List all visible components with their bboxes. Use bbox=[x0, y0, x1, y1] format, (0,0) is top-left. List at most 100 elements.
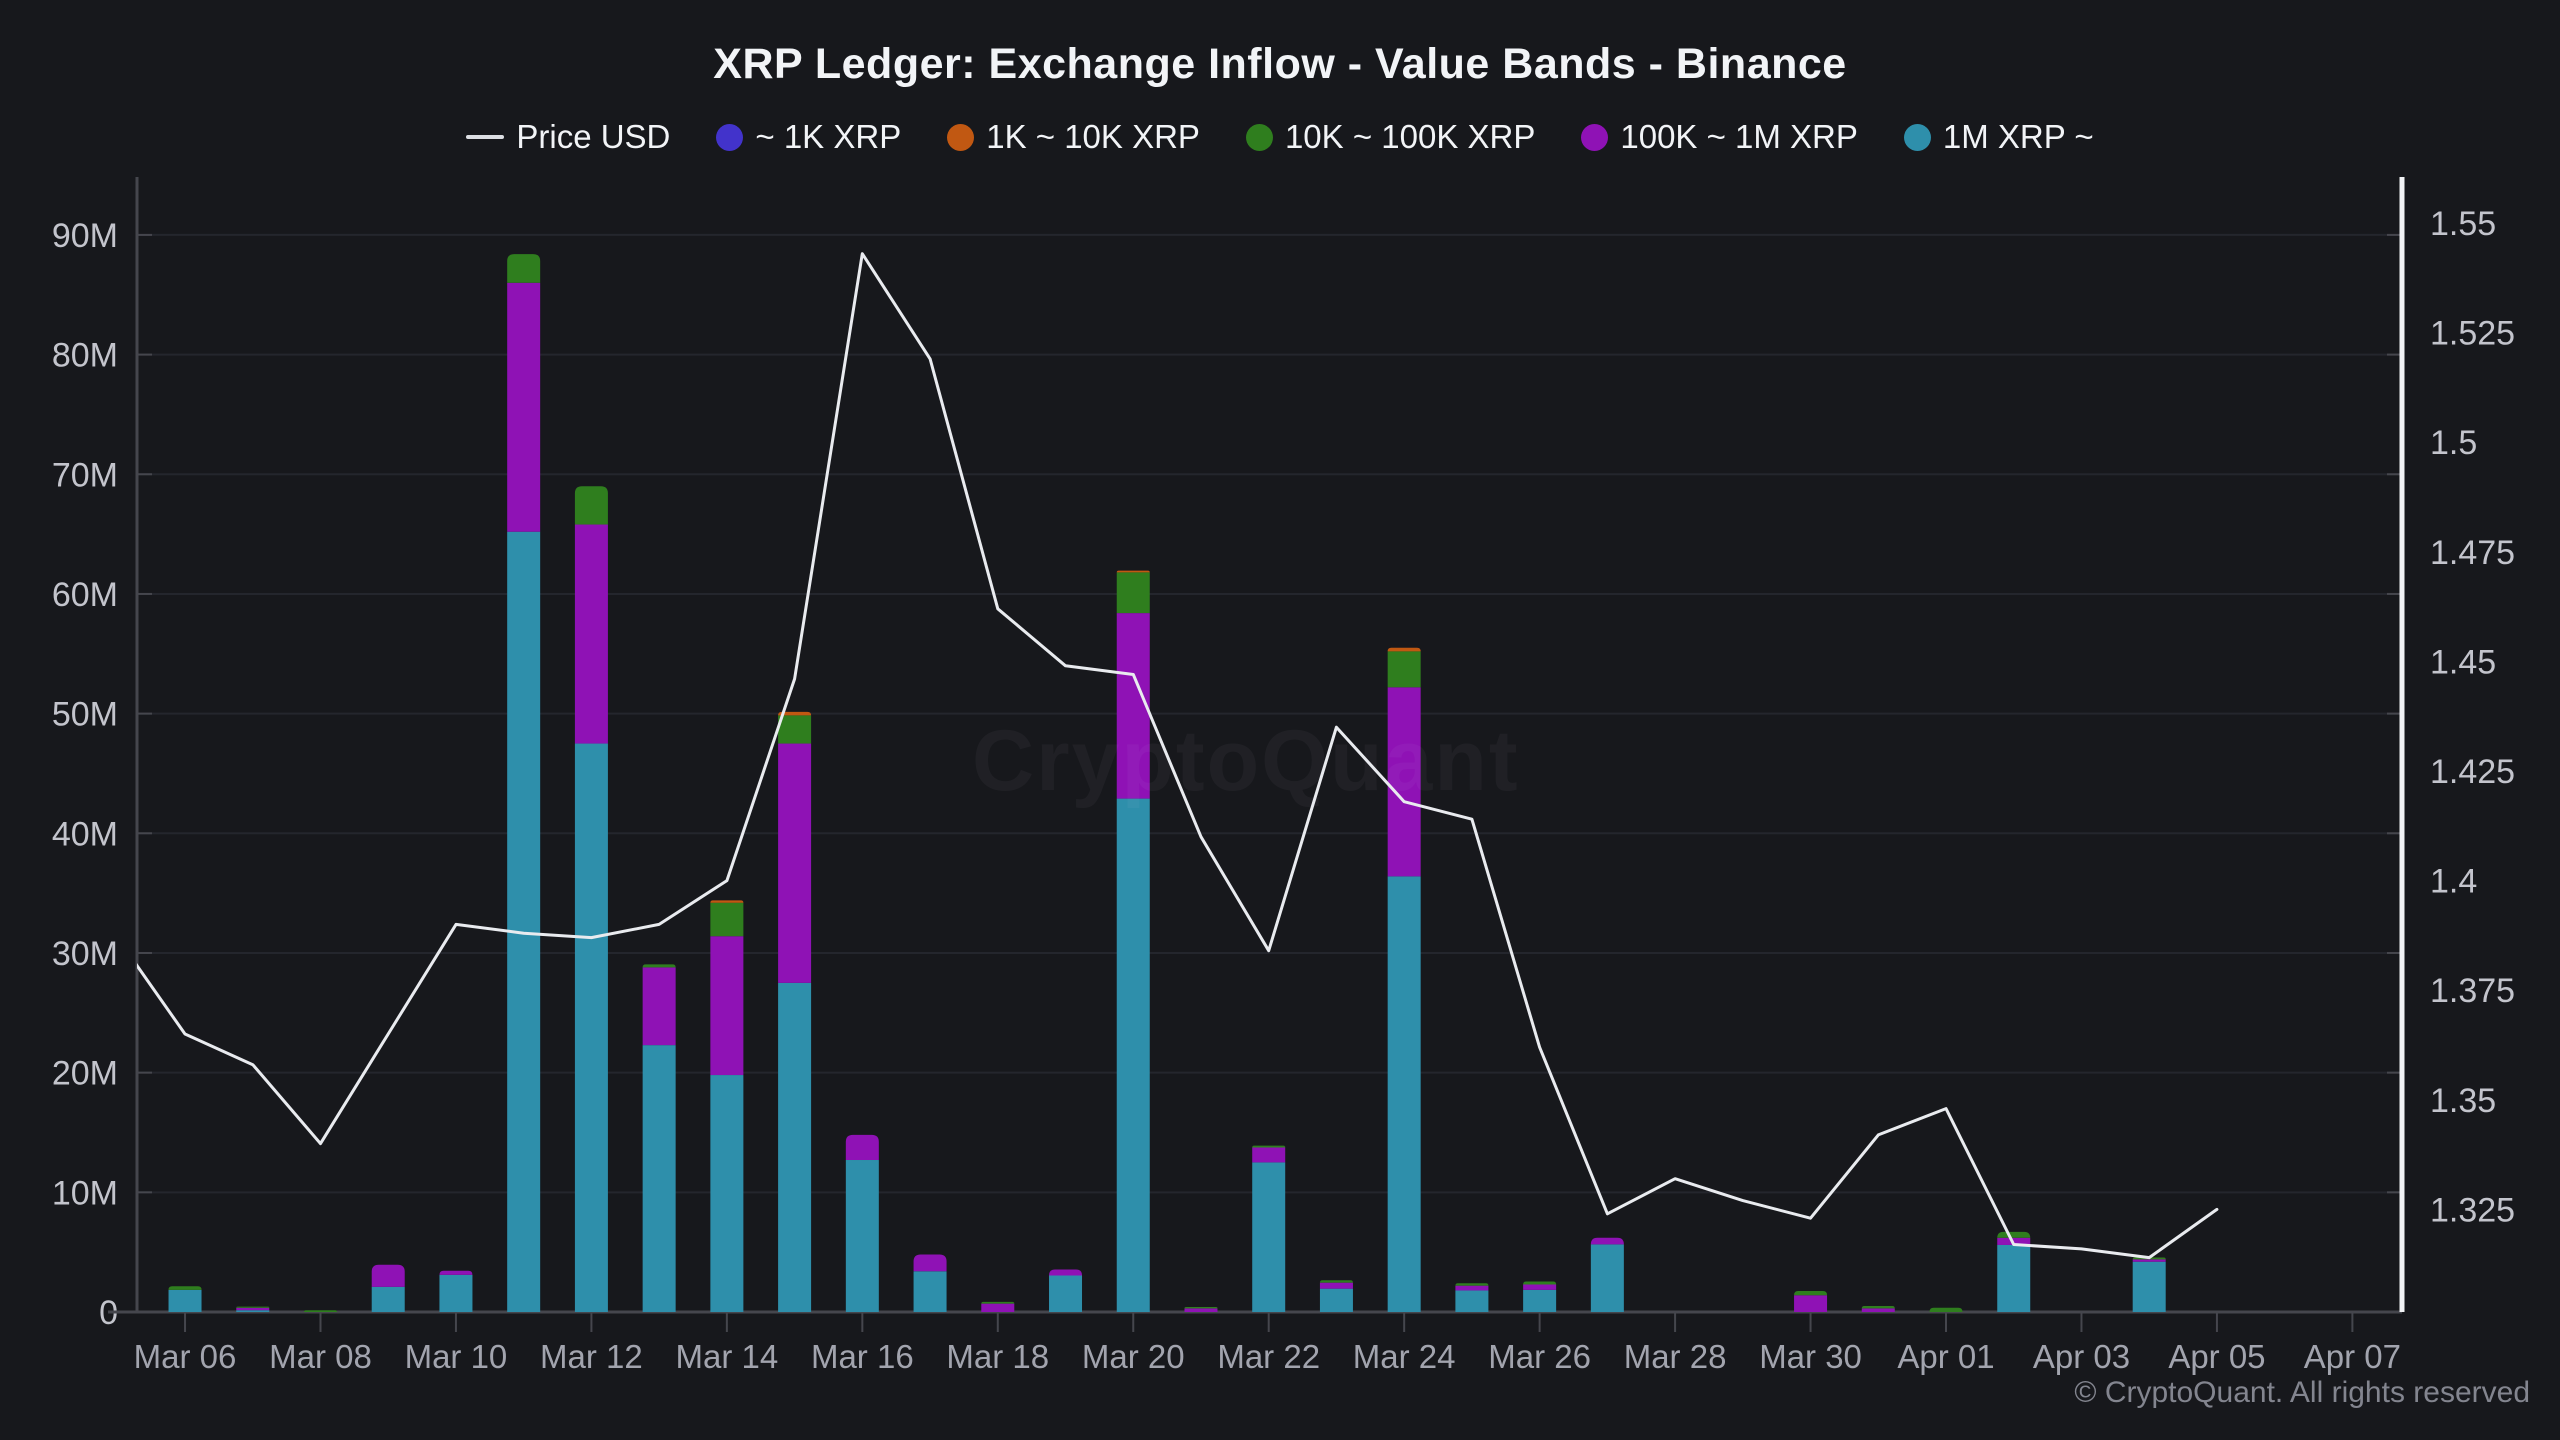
y-axis-label-left: 90M bbox=[52, 217, 118, 255]
legend-item-1k-xrp[interactable]: ~ 1K XRP bbox=[716, 118, 901, 156]
bar-segment[interactable] bbox=[236, 1306, 270, 1308]
y-axis-label-left: 30M bbox=[52, 935, 118, 973]
bar-segment[interactable] bbox=[1523, 1284, 1557, 1290]
bar-segment[interactable] bbox=[778, 743, 812, 983]
bar-segment[interactable] bbox=[710, 1075, 744, 1312]
y-axis-label-right: 1.425 bbox=[2430, 753, 2515, 791]
bar-segment[interactable] bbox=[981, 1301, 1015, 1304]
bar-segment[interactable] bbox=[236, 1307, 270, 1311]
bar-segment[interactable] bbox=[439, 1274, 473, 1312]
bar-segment[interactable] bbox=[1252, 1162, 1286, 1312]
bar-segment[interactable] bbox=[1184, 1308, 1218, 1312]
bar-segment[interactable] bbox=[913, 1271, 947, 1312]
bar-segment[interactable] bbox=[778, 711, 812, 716]
bar-segment[interactable] bbox=[371, 1264, 405, 1287]
bar-segment[interactable] bbox=[1387, 651, 1421, 688]
x-axis-label: Mar 20 bbox=[1082, 1338, 1185, 1375]
legend-label: ~ 1K XRP bbox=[755, 118, 902, 155]
x-axis-label: Mar 26 bbox=[1488, 1338, 1591, 1375]
bar-segment[interactable] bbox=[1794, 1295, 1828, 1312]
bar-segment[interactable] bbox=[981, 1303, 1015, 1312]
x-axis-label: Apr 05 bbox=[2168, 1338, 2265, 1375]
bar-segment[interactable] bbox=[507, 282, 541, 532]
bar-segment[interactable] bbox=[1387, 647, 1421, 652]
bar-segment[interactable] bbox=[574, 486, 608, 525]
legend-item-100k-1m-xrp[interactable]: 100K ~ 1M XRP bbox=[1581, 118, 1858, 156]
price-line[interactable] bbox=[117, 252, 2219, 1260]
bar-segment[interactable] bbox=[845, 1160, 879, 1312]
bar-segment[interactable] bbox=[778, 982, 812, 1312]
legend-label: 1M XRP ~ bbox=[1942, 118, 2094, 155]
bar-segment[interactable] bbox=[642, 1045, 676, 1312]
x-axis-label: Mar 22 bbox=[1217, 1338, 1320, 1375]
y-axis-label-right: 1.4 bbox=[2430, 863, 2477, 901]
bar-segment[interactable] bbox=[1049, 1275, 1083, 1312]
x-axis-label: Apr 01 bbox=[1897, 1338, 1994, 1375]
legend: Price USD ~ 1K XRP 1K ~ 10K XRP 10K ~ 10… bbox=[0, 118, 2560, 156]
bar-segment[interactable] bbox=[1997, 1231, 2031, 1238]
bar-segment[interactable] bbox=[1455, 1290, 1489, 1312]
x-axis-label: Apr 07 bbox=[2304, 1338, 2401, 1375]
bar-segment[interactable] bbox=[2132, 1261, 2166, 1312]
bar-segment[interactable] bbox=[913, 1254, 947, 1272]
bar-segment[interactable] bbox=[1590, 1237, 1624, 1245]
legend-item-1k-10k-xrp[interactable]: 1K ~ 10K XRP bbox=[947, 118, 1200, 156]
y-axis-label-left: 60M bbox=[52, 576, 118, 614]
bar-segment[interactable] bbox=[845, 1134, 879, 1161]
legend-item-price-usd[interactable]: Price USD bbox=[466, 118, 670, 156]
bar-segment[interactable] bbox=[642, 967, 676, 1046]
bar-segment[interactable] bbox=[168, 1286, 202, 1290]
bar-segment[interactable] bbox=[710, 902, 744, 937]
legend-item-10k-100k-xrp[interactable]: 10K ~ 100K XRP bbox=[1245, 118, 1535, 156]
bar-segment[interactable] bbox=[371, 1286, 405, 1312]
bar-segment[interactable] bbox=[1997, 1244, 2031, 1312]
legend-item-1m-xrp[interactable]: 1M XRP ~ bbox=[1903, 118, 2094, 156]
y-axis-label-right: 1.5 bbox=[2430, 424, 2477, 462]
bar-segment[interactable] bbox=[1252, 1147, 1286, 1163]
bar-segment[interactable] bbox=[1252, 1145, 1286, 1148]
bar-segment[interactable] bbox=[1861, 1308, 1895, 1312]
bar-segment[interactable] bbox=[574, 743, 608, 1312]
bar-segment[interactable] bbox=[1387, 876, 1421, 1312]
bar-segment[interactable] bbox=[1387, 687, 1421, 877]
bar-segment[interactable] bbox=[507, 531, 541, 1312]
bar-segment[interactable] bbox=[1049, 1269, 1083, 1276]
bar-segment[interactable] bbox=[1116, 572, 1150, 614]
bar-segment[interactable] bbox=[1116, 798, 1150, 1312]
dot-swatch-icon bbox=[1903, 123, 1931, 151]
bar-segment[interactable] bbox=[710, 936, 744, 1076]
bar-segment[interactable] bbox=[778, 715, 812, 744]
bar-segment[interactable] bbox=[1116, 570, 1150, 573]
bar-segment[interactable] bbox=[1861, 1306, 1895, 1309]
dot-swatch-icon bbox=[1245, 123, 1273, 151]
bar-segment[interactable] bbox=[439, 1270, 473, 1275]
bar-segment[interactable] bbox=[1319, 1280, 1353, 1283]
y-axis-label-left: 10M bbox=[52, 1174, 118, 1212]
bar-segment[interactable] bbox=[1184, 1306, 1218, 1309]
bar-segment[interactable] bbox=[303, 1310, 337, 1312]
bar-segment[interactable] bbox=[1319, 1282, 1353, 1289]
y-axis-label-left: 80M bbox=[52, 337, 118, 375]
bar-segment[interactable] bbox=[168, 1289, 202, 1312]
bar-segment[interactable] bbox=[1590, 1244, 1624, 1312]
dot-swatch-icon bbox=[716, 123, 744, 151]
bar-segment[interactable] bbox=[1116, 613, 1150, 799]
bar-segment[interactable] bbox=[574, 524, 608, 744]
x-axis-label: Mar 06 bbox=[134, 1338, 237, 1375]
bar-segment[interactable] bbox=[1455, 1285, 1489, 1291]
bar-segment[interactable] bbox=[1523, 1281, 1557, 1285]
bar-segment[interactable] bbox=[236, 1310, 270, 1312]
bar-segment[interactable] bbox=[642, 964, 676, 968]
copyright-text: © CryptoQuant. All rights reserved bbox=[2074, 1376, 2530, 1409]
bar-segment[interactable] bbox=[1319, 1288, 1353, 1312]
bar-segment[interactable] bbox=[1794, 1291, 1828, 1296]
bar-segment[interactable] bbox=[1523, 1289, 1557, 1312]
y-axis-label-right: 1.525 bbox=[2430, 315, 2515, 353]
bar-segment[interactable] bbox=[507, 254, 541, 283]
bar-segment[interactable] bbox=[710, 900, 744, 903]
bar-segment[interactable] bbox=[1455, 1283, 1489, 1286]
bar-segment[interactable] bbox=[2132, 1259, 2166, 1262]
bar-segment[interactable] bbox=[1929, 1307, 1963, 1312]
